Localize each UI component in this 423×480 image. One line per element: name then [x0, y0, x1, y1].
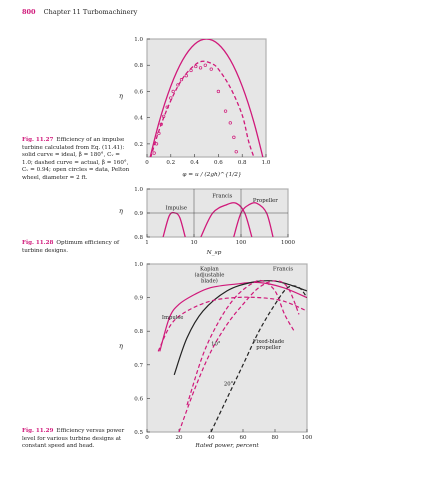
x-tick-label: 100 — [302, 435, 313, 441]
y-tick-label: 0.6 — [134, 396, 143, 402]
data-point-circle — [159, 122, 163, 126]
data-point-circle — [165, 105, 169, 109]
annotation-20-degree: 20° — [224, 382, 234, 388]
data-point-circle — [223, 109, 228, 113]
data-point-circle — [198, 66, 203, 70]
x-tick-label: 20 — [176, 435, 183, 441]
y-tick-label: 0.8 — [134, 63, 143, 69]
x-tick-label: 10 — [191, 240, 198, 246]
y-axis-label: η — [119, 92, 123, 100]
x-tick-label: 0.6 — [214, 160, 223, 166]
caption-text: Optimum efficiency of turbine designs. — [22, 240, 120, 254]
x-tick-label: 1000 — [281, 240, 295, 246]
annotation-10-degree: 10° — [211, 342, 221, 348]
data-point-circle — [154, 142, 159, 146]
chapter-title: Chapter 11 Turbomachinery — [43, 8, 138, 16]
y-tick-label: 0.5 — [134, 430, 143, 436]
20-efficiency-line — [210, 285, 307, 432]
figure-caption-11-29: Fig. 11.29 Efficiency versus power level … — [22, 428, 130, 451]
data-point-circle — [171, 89, 175, 94]
caption-label: Fig. 11.27 — [22, 137, 54, 143]
data-point-circle — [234, 150, 238, 154]
y-axis-label: η — [119, 342, 123, 350]
caption-text: Efficiency versus power level for variou… — [22, 428, 125, 450]
figure-caption-11-28: Fig. 11.28 Optimum efficiency of turbine … — [22, 240, 130, 255]
y-tick-label: 0.4 — [134, 116, 143, 122]
x-axis-label: N_sp — [206, 250, 222, 256]
x-axis-label: Rated power, percent — [194, 443, 259, 449]
x-axis-label: φ = u / (2gh)^{1/2} — [182, 171, 241, 178]
y-tick-label: 0.7 — [134, 363, 143, 369]
data-point-circle — [216, 89, 221, 94]
figure-caption-11-27: Fig. 11.27 Efficiency of an impulse turbi… — [22, 137, 130, 183]
y-tick-label: 0.2 — [134, 142, 143, 148]
annotation-impulse: Impulse — [162, 315, 183, 321]
x-tick-label: 0 — [145, 160, 149, 166]
francis-efficiency-line — [173, 280, 307, 376]
page-number: 800 — [22, 8, 36, 16]
y-tick-label: 0.9 — [134, 296, 143, 302]
caption-label: Fig. 11.29 — [22, 428, 54, 434]
annotation-propeller: Propeller — [253, 198, 278, 204]
caption-label: Fig. 11.28 — [22, 240, 54, 246]
data-point-circle — [176, 83, 180, 87]
x-tick-label: 0.2 — [166, 160, 175, 166]
plot-area — [146, 263, 308, 433]
annotation-francis: Francis — [273, 267, 293, 273]
data-point-circle — [162, 114, 166, 119]
data-point-circle — [157, 131, 161, 136]
annotation-francis: Francis — [212, 193, 232, 199]
annotation-impulse: Impulse — [166, 205, 187, 211]
y-tick-label: 0.6 — [134, 89, 143, 95]
running-header: 800 Chapter 11 Turbomachinery — [22, 8, 137, 16]
y-axis-label: η — [119, 207, 123, 215]
y-tick-label: 1.0 — [134, 187, 143, 193]
data-point-circle — [209, 67, 213, 71]
x-tick-label: 0.4 — [190, 160, 199, 166]
y-tick-label: 0.8 — [134, 235, 143, 241]
francis-efficiency-line — [200, 202, 253, 237]
x-tick-label: 1 — [145, 240, 149, 246]
caption-text: Efficiency of an impulse turbine calcula… — [22, 137, 130, 181]
fixed-blade-propeller-efficiency-line — [186, 279, 295, 406]
propeller-efficiency-line — [233, 202, 274, 237]
data-point-circle — [179, 77, 184, 82]
10-efficiency-line — [178, 280, 300, 432]
x-tick-label: 40 — [208, 435, 215, 441]
data-point-circle — [228, 121, 232, 125]
y-tick-label: 1.0 — [134, 37, 143, 43]
y-tick-label: 1.0 — [134, 262, 143, 268]
y-tick-label: 0.9 — [134, 211, 143, 217]
actual-efficiency-line — [150, 60, 255, 157]
data-point-circle — [184, 74, 188, 78]
x-tick-label: 1.0 — [262, 160, 271, 166]
x-tick-label: 100 — [236, 240, 247, 246]
annotation-kaplan: Kaplan (adjustable blade) — [194, 267, 224, 285]
data-point-circle — [189, 68, 193, 73]
ideal-efficiency-line — [149, 39, 264, 157]
data-point-circle — [232, 135, 236, 139]
data-point-circle — [169, 96, 173, 100]
x-tick-label: 80 — [272, 435, 279, 441]
y-tick-label: 0.8 — [134, 329, 143, 335]
x-tick-label: 60 — [240, 435, 247, 441]
x-tick-label: 0 — [145, 435, 149, 441]
x-tick-label: 0.8 — [238, 160, 247, 166]
data-point-circle — [203, 63, 207, 67]
kaplan-efficiency-line — [159, 281, 307, 352]
annotation-fixed-blade-propeller: Fixed-blade propeller — [253, 339, 284, 351]
data-point-circle — [152, 151, 156, 155]
data-point-circle — [194, 64, 198, 69]
plot-area — [146, 38, 267, 158]
